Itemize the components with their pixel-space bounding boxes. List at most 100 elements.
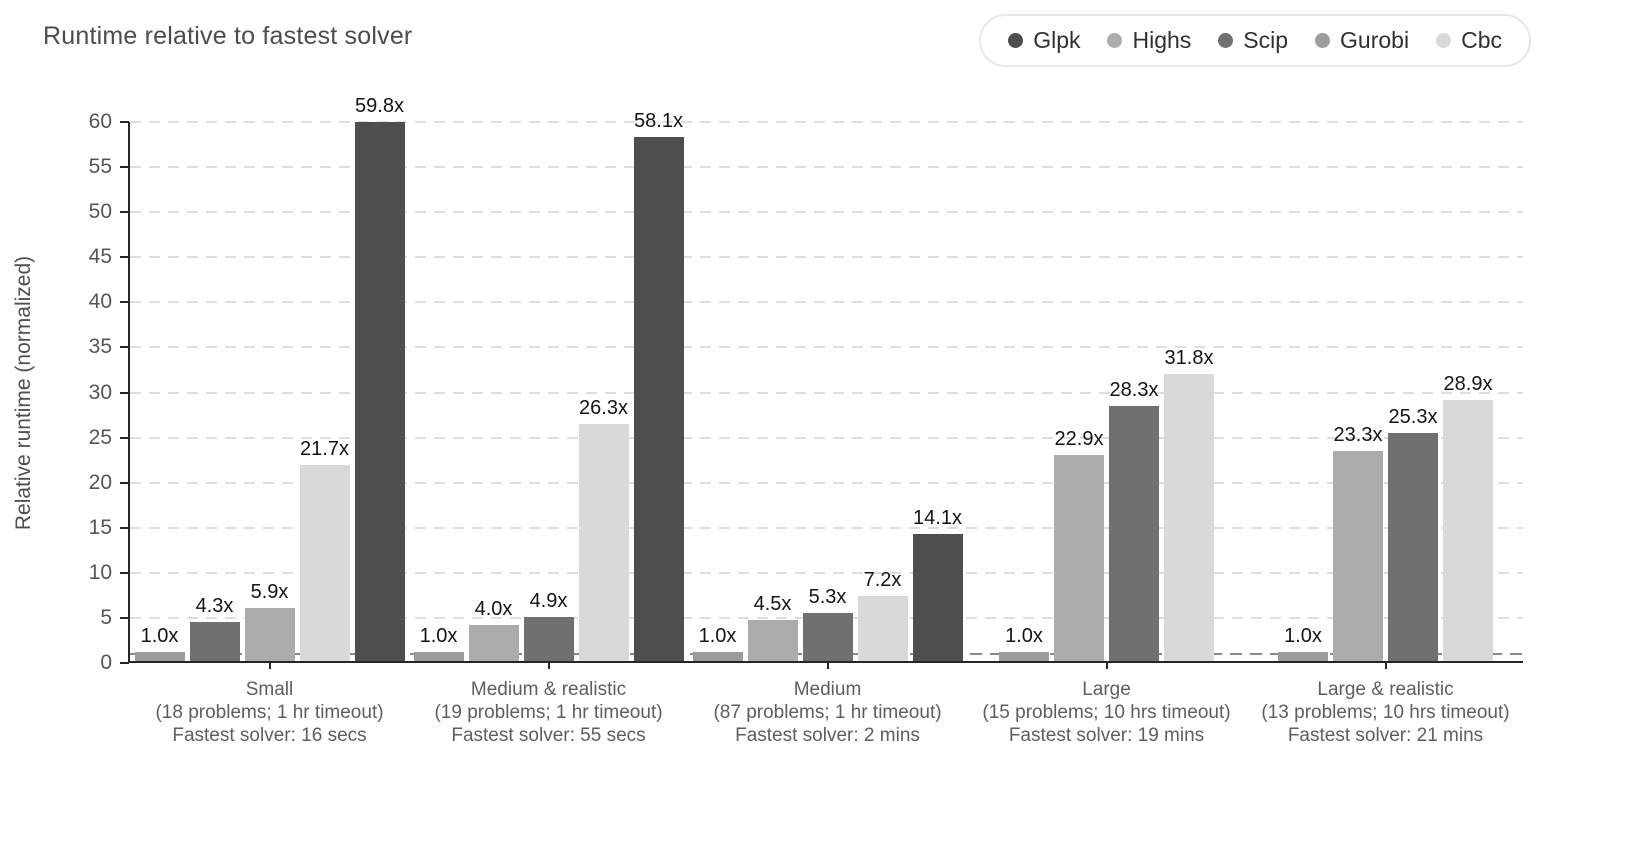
x-label-category: Small: [245, 679, 294, 700]
gridline-y-20: [130, 481, 1523, 484]
y-tick-label: 40: [88, 290, 112, 314]
x-label-subtitle: (15 problems; 10 hrs timeout): [982, 702, 1231, 723]
y-axis-tick: [120, 121, 129, 123]
bar-scip: 28.3x: [1109, 379, 1159, 661]
bar-group-4: 1.0x 22.9x 28.3x 31.8x: [967, 122, 1246, 661]
bar-value-label: 4.0x: [474, 597, 513, 620]
legend-item-gurobi[interactable]: Gurobi: [1315, 27, 1409, 54]
bar-gurobi: 1.0x: [134, 625, 185, 661]
bar-value-label: 22.9x: [1054, 427, 1104, 450]
x-axis-tick: [1384, 661, 1387, 669]
y-axis-tick: [120, 571, 129, 574]
bar-cbc: 31.8x: [1164, 347, 1214, 661]
x-axis-group-label: Medium & realistic (19 problems; 1 hr tim…: [389, 678, 708, 747]
y-axis-tick: [120, 301, 129, 304]
y-tick-label: 25: [88, 425, 112, 449]
x-axis-tick: [547, 661, 550, 669]
x-axis-tick: [826, 661, 829, 669]
x-axis-group-label: Large & realistic (13 problems; 10 hrs ti…: [1226, 678, 1545, 747]
bar-group-1: 1.0x 4.3x 5.9x 21.7x 59.8x: [130, 95, 409, 661]
gridline-y-35: [130, 346, 1523, 349]
bar-gurobi: 1.0x: [692, 625, 743, 661]
legend-item-highs[interactable]: Highs: [1107, 27, 1191, 54]
bar-glpk: 59.8x: [354, 95, 405, 661]
legend-item-glpk[interactable]: Glpk: [1008, 27, 1080, 54]
y-axis-tick: [120, 346, 129, 349]
x-label-subtitle: (87 problems; 1 hr timeout): [713, 702, 942, 723]
gridline-y-10: [130, 571, 1523, 574]
x-axis-tick: [1105, 661, 1108, 669]
y-axis-tick: [120, 256, 129, 259]
legend-label: Glpk: [1033, 27, 1081, 53]
bar-highs: 4.0x: [468, 598, 519, 661]
y-tick-label: 10: [88, 560, 112, 584]
legend-label: Highs: [1132, 27, 1192, 53]
y-tick-label: 45: [88, 245, 112, 269]
bar-gurobi: 1.0x: [999, 625, 1049, 661]
legend-dot-icon: [1107, 33, 1123, 48]
bar-value-label: 58.1x: [634, 110, 683, 133]
bar-gurobi: 1.0x: [1278, 625, 1328, 661]
bar-value-label: 59.8x: [355, 94, 404, 117]
x-label-fastest: Fastest solver: 2 mins: [735, 725, 920, 746]
bar-value-label: 31.8x: [1164, 347, 1214, 370]
bar-value-label: 1.0x: [419, 624, 458, 647]
x-label-category: Large: [1082, 679, 1131, 700]
y-axis-tick: [120, 391, 129, 394]
gridline-y-55: [130, 166, 1523, 169]
bar-cbc: 21.7x: [299, 438, 350, 661]
gridline-y-45: [130, 256, 1523, 259]
y-axis-tick: [120, 211, 129, 214]
bar-value-label: 21.7x: [300, 438, 349, 461]
bar-group-3: 1.0x 4.5x 5.3x 7.2x 14.1x: [688, 122, 967, 661]
bar-value-label: 14.1x: [913, 506, 962, 529]
y-tick-label: 50: [88, 200, 112, 224]
legend-item-scip[interactable]: Scip: [1218, 27, 1288, 54]
bar-scip: 5.3x: [802, 586, 853, 661]
x-axis-group-label: Small (18 problems; 1 hr timeout) Fastest …: [110, 678, 429, 747]
bar-cbc: 26.3x: [578, 397, 629, 661]
gridline-y-30: [130, 391, 1523, 394]
y-axis-tick: [120, 436, 129, 439]
bar-highs: 22.9x: [1054, 428, 1104, 661]
y-tick-label: 55: [88, 155, 112, 179]
bar-value-label: 28.9x: [1443, 373, 1493, 396]
bar-value-label: 23.3x: [1333, 423, 1383, 446]
bar-value-label: 4.9x: [529, 589, 568, 612]
legend-label: Gurobi: [1340, 27, 1410, 53]
y-axis-title: Relative runtime (normalized): [12, 255, 35, 531]
y-tick-label: 20: [88, 470, 112, 494]
bar-glpk: 14.1x: [912, 507, 963, 661]
x-label-fastest: Fastest solver: 16 secs: [172, 725, 367, 746]
bar-value-label: 1.0x: [1005, 624, 1043, 647]
bar-gurobi: 1.0x: [413, 625, 464, 661]
legend-dot-icon: [1218, 33, 1234, 48]
x-label-fastest: Fastest solver: 21 mins: [1287, 725, 1484, 746]
bar-cbc: 7.2x: [857, 569, 908, 661]
gridline-y-25: [130, 436, 1523, 439]
bar-value-label: 1.0x: [698, 624, 737, 647]
bar-value-label: 5.9x: [250, 580, 289, 603]
y-axis-tick: [120, 166, 129, 169]
y-axis-tick: [120, 526, 129, 529]
chart-title: Runtime relative to fastest solver: [43, 22, 413, 50]
bar-value-label: 28.3x: [1109, 378, 1159, 401]
gridline-y-60: [130, 121, 1523, 123]
bar-value-label: 26.3x: [579, 396, 628, 419]
legend-dot-icon: [1008, 33, 1024, 48]
gridline-y-40: [130, 301, 1523, 304]
legend-item-cbc[interactable]: Cbc: [1436, 27, 1502, 54]
y-tick-label: 30: [88, 380, 112, 404]
legend: Glpk Highs Scip Gurobi Cbc: [979, 14, 1531, 67]
x-label-subtitle: (19 problems; 1 hr timeout): [434, 702, 663, 723]
bar-highs: 23.3x: [1333, 424, 1383, 661]
bar-value-label: 1.0x: [140, 624, 179, 647]
x-label-category: Medium & realistic: [470, 679, 627, 700]
y-tick-label: 35: [88, 335, 112, 359]
bar-value-label: 7.2x: [863, 569, 902, 592]
x-label-fastest: Fastest solver: 55 secs: [451, 725, 646, 746]
y-axis-tick: [120, 662, 129, 664]
bar-scip: 25.3x: [1388, 406, 1438, 661]
x-axis-tick: [268, 661, 271, 669]
